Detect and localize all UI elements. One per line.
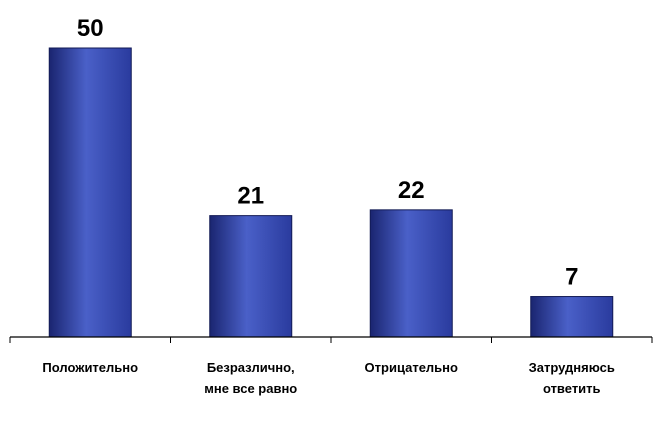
data-label-2: 22: [398, 177, 425, 204]
category-label-1-line-0: Безразлично,: [207, 360, 295, 375]
data-labels-group: 50 21 22 7: [77, 15, 579, 291]
category-label-1: Безразлично, мне все равно: [204, 360, 297, 396]
category-label-3-line-0: Затрудняюсь: [529, 360, 615, 375]
category-labels-group: Положительно Безразлично, мне все равно Отр…: [42, 360, 614, 396]
data-label-1: 21: [237, 183, 264, 210]
data-label-0: 50: [77, 15, 104, 42]
category-label-0-line-0: Положительно: [42, 360, 138, 375]
bar-2: [369, 209, 453, 338]
category-label-2: Отрицательно: [365, 360, 458, 375]
data-label-3: 7: [565, 264, 578, 291]
x-axis-ticks: [9, 337, 653, 343]
category-label-2-line-0: Отрицательно: [365, 360, 458, 375]
bar-1: [209, 215, 293, 338]
bar-0: [48, 47, 132, 338]
category-label-0: Положительно: [42, 360, 138, 375]
bar-3: [530, 296, 614, 338]
bars-group: [48, 47, 614, 338]
category-label-1-line-1: мне все равно: [204, 381, 297, 396]
category-label-3: Затрудняюсь ответить: [529, 360, 615, 396]
category-label-3-line-1: ответить: [543, 381, 601, 396]
